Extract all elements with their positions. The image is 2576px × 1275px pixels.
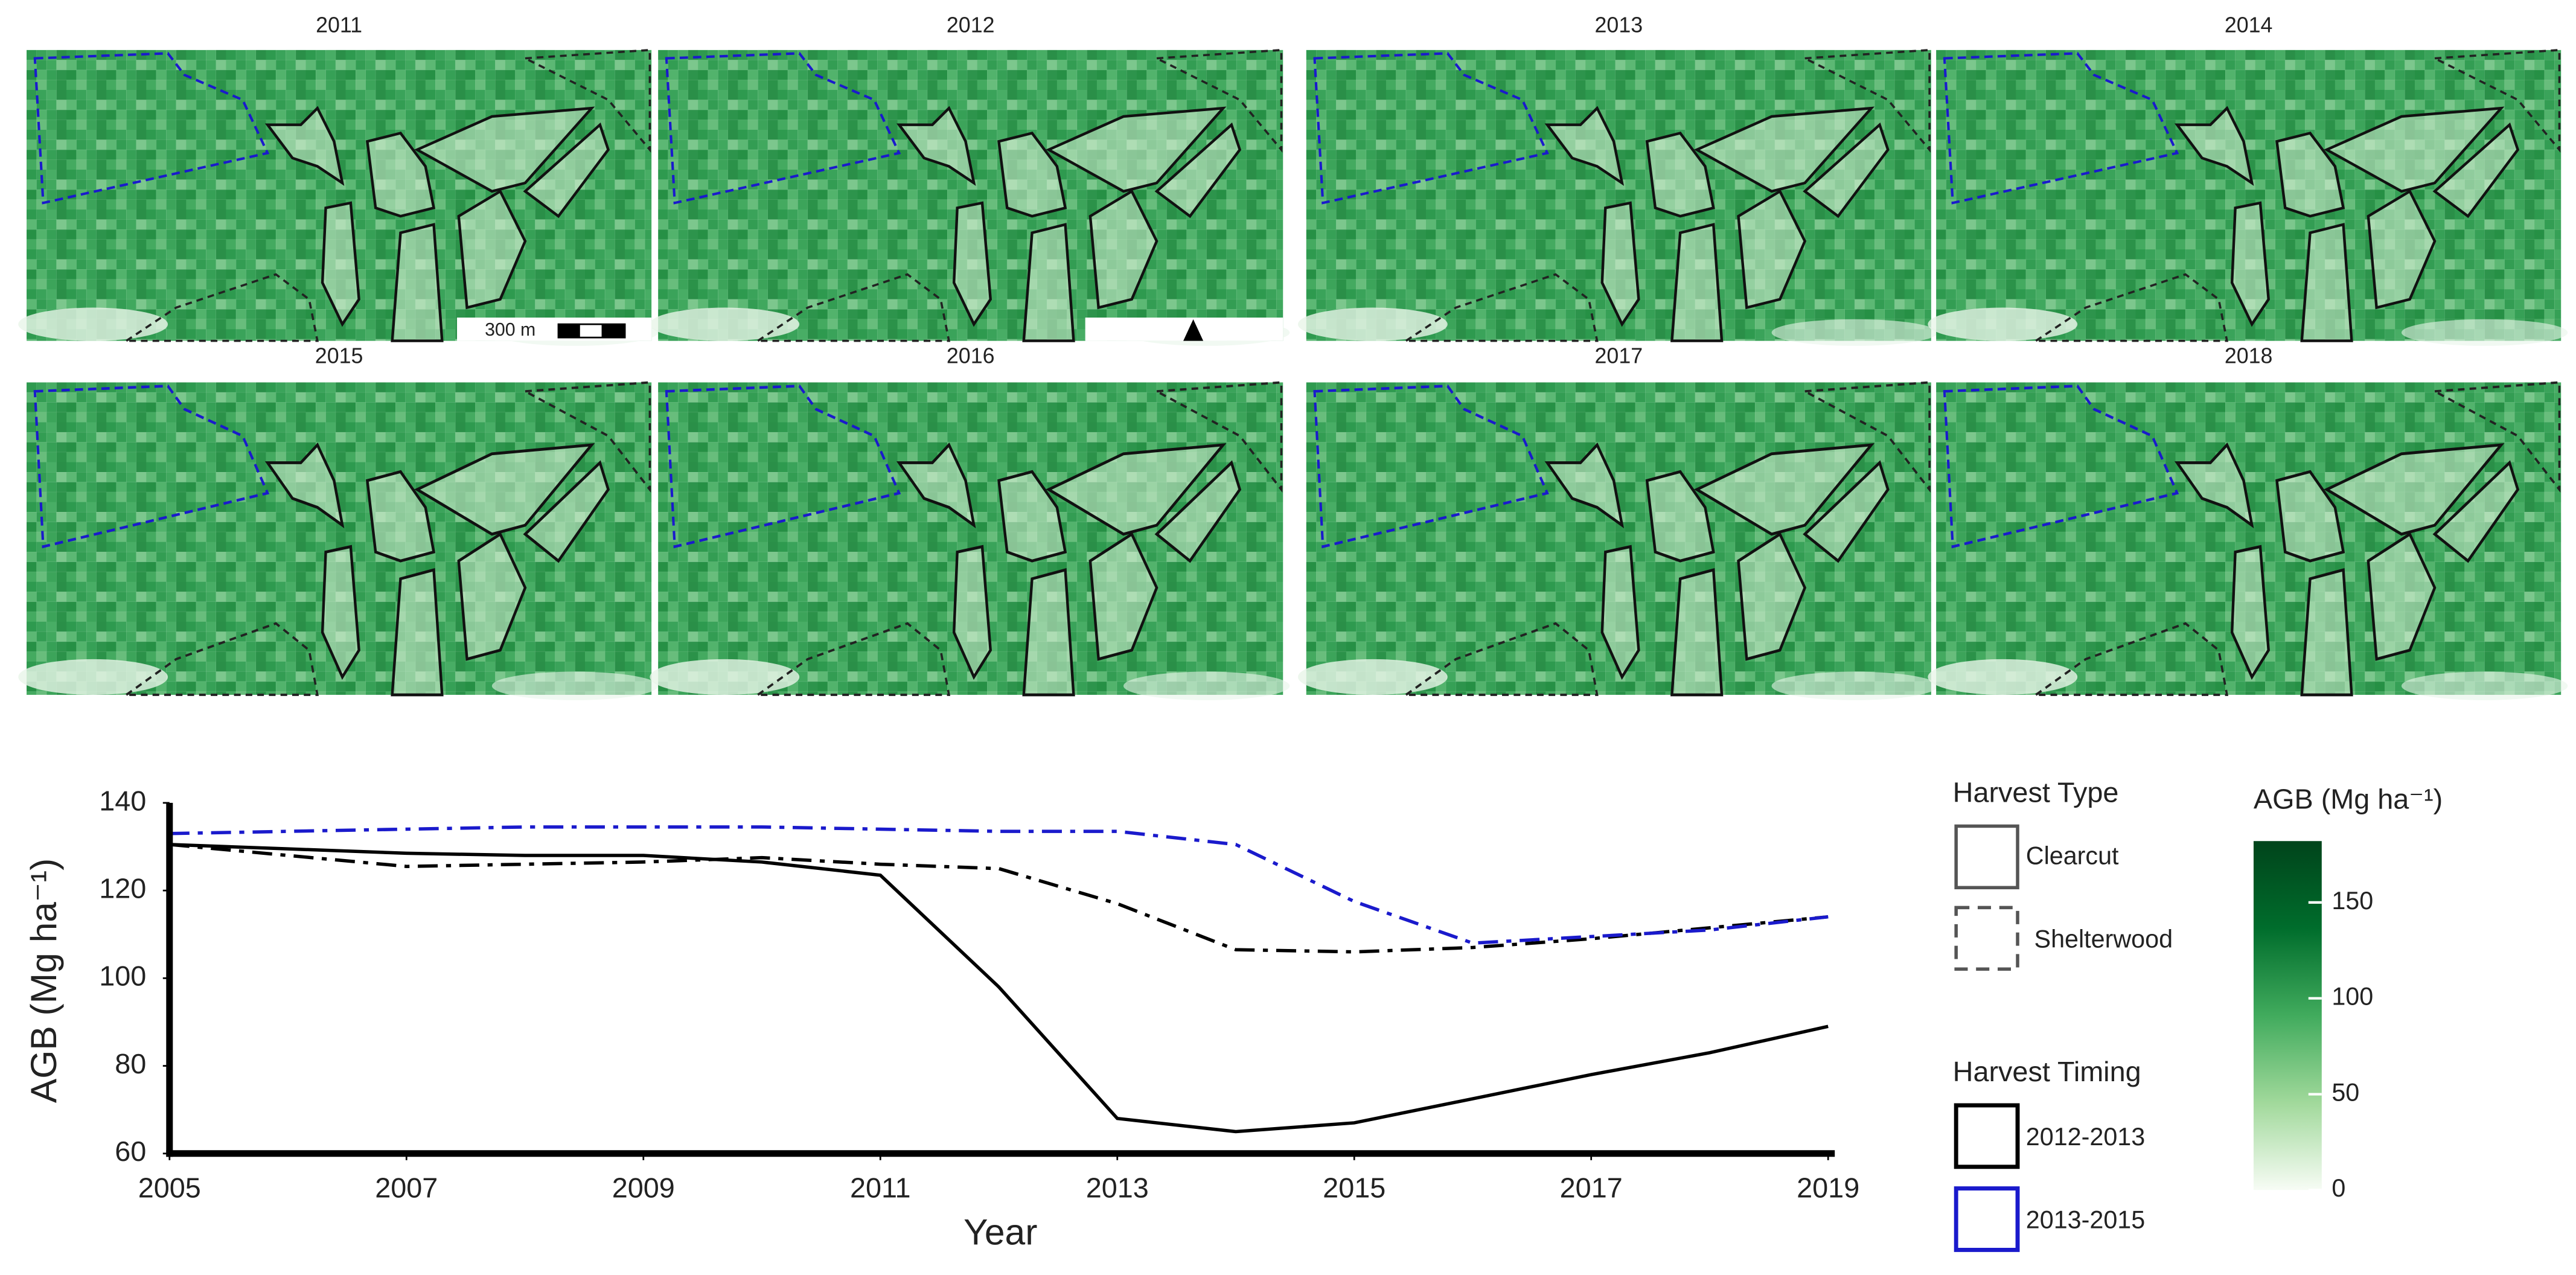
map-panel	[18, 50, 658, 346]
map-title: 2014	[2225, 13, 2273, 37]
map-panel	[1928, 382, 2568, 700]
north-arrow	[1183, 319, 1204, 341]
colorbar-title: AGB (Mg ha⁻¹)	[2254, 784, 2443, 815]
colorbar-tick-label: 100	[2332, 983, 2373, 1011]
map-panel	[650, 50, 1290, 346]
legend-label: Clearcut	[2026, 842, 2119, 870]
map-title: 2016	[947, 344, 995, 368]
y-axis-title: AGB (Mg ha⁻¹)	[23, 858, 64, 1103]
line-chart: Year AGB (Mg ha⁻¹) 60 80 100 120 140 2005 2007…	[23, 785, 1859, 1252]
x-tick-label: 2019	[1797, 1172, 1859, 1204]
legend-swatch	[1954, 1186, 2020, 1252]
legend: Harvest Type Clearcut Shelterwood Harves…	[1953, 777, 2173, 1252]
x-tick-label: 2007	[375, 1172, 438, 1204]
legend-label: 2012-2013	[2026, 1123, 2145, 1151]
colorbar-bar	[2253, 841, 2322, 1190]
y-tick-label: 120	[99, 872, 146, 904]
map-title: 2018	[2225, 344, 2273, 368]
legend-swatch	[1954, 824, 2019, 890]
map-panels: 2011 2012 2013 2014 2015 2016 2017 2018	[18, 13, 2568, 700]
map-panel	[650, 382, 1290, 700]
map-panel	[1298, 382, 1938, 700]
north-arrow-box	[1085, 318, 1283, 341]
y-tick-label: 140	[99, 785, 146, 816]
map-panel	[18, 382, 658, 700]
legend-swatch	[1954, 1103, 2020, 1169]
map-title: 2017	[1595, 344, 1643, 368]
map-overlays: 300 m	[457, 318, 1283, 341]
map-title: 2013	[1595, 13, 1643, 37]
legend-title: Harvest Type	[1953, 777, 2119, 808]
x-tick-label: 2017	[1560, 1172, 1623, 1204]
scale-label: 300 m	[485, 320, 535, 340]
series-line	[169, 843, 1829, 1134]
x-tick-label: 2009	[612, 1172, 675, 1204]
y-tick-label: 80	[115, 1048, 146, 1079]
colorbar-tick-label: 0	[2332, 1174, 2345, 1202]
map-title: 2011	[316, 13, 362, 37]
scale-bar-segment	[558, 324, 580, 338]
colorbar-tick-label: 50	[2332, 1078, 2359, 1106]
scale-bar-segment	[601, 324, 625, 338]
legend-label: 2013-2015	[2026, 1206, 2145, 1234]
legend-label: Shelterwood	[2034, 925, 2173, 953]
legend-swatch	[1954, 906, 2019, 971]
x-axis-title: Year	[964, 1212, 1037, 1253]
map-panel	[1298, 50, 1938, 346]
x-tick-label: 2013	[1086, 1172, 1149, 1204]
x-tick-label: 2011	[850, 1172, 911, 1204]
map-title: 2015	[315, 344, 363, 368]
map-panel	[1928, 50, 2568, 346]
series-line	[169, 825, 1829, 945]
colorbar-tick-label: 150	[2332, 887, 2373, 915]
y-tick-label: 100	[99, 960, 146, 992]
y-tick-label: 60	[115, 1136, 146, 1167]
colorbar: AGB (Mg ha⁻¹) 0 50 100 150	[2253, 784, 2443, 1202]
x-tick-label: 2015	[1323, 1172, 1385, 1204]
legend-title: Harvest Timing	[1953, 1056, 2141, 1087]
x-tick-label: 2005	[138, 1172, 201, 1204]
map-title: 2012	[947, 13, 995, 37]
